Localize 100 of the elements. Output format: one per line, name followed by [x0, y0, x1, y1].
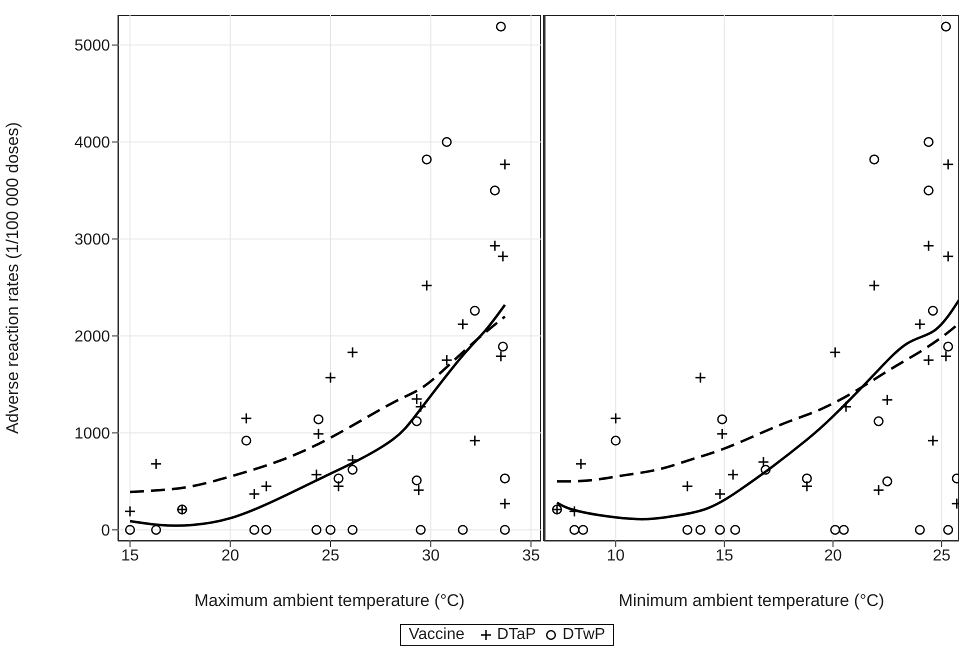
x-axis-title: Maximum ambient temperature (°C) — [194, 591, 465, 610]
point — [312, 428, 324, 440]
y-tick-label: 2000 — [74, 328, 110, 346]
point — [727, 468, 739, 480]
point — [801, 480, 813, 492]
point — [496, 22, 506, 32]
x-tick-label: 10 — [606, 547, 625, 564]
x-tick-label: 25 — [322, 547, 340, 564]
point — [943, 342, 954, 352]
point — [840, 400, 852, 412]
point — [346, 346, 358, 358]
point — [874, 416, 884, 426]
point — [151, 524, 162, 535]
point — [261, 524, 272, 535]
point — [457, 318, 469, 330]
point — [490, 185, 500, 196]
point — [940, 22, 951, 32]
x-axis-title: Minimum ambient temperature (°C) — [618, 591, 884, 610]
point — [714, 488, 726, 500]
point — [416, 524, 426, 535]
point — [498, 342, 508, 352]
point — [695, 524, 706, 535]
point — [458, 524, 468, 535]
point — [760, 464, 771, 475]
point — [311, 524, 322, 535]
point — [942, 158, 954, 170]
point — [868, 280, 880, 292]
point — [610, 412, 622, 424]
point — [469, 434, 481, 446]
point — [924, 137, 934, 148]
point — [495, 350, 507, 362]
point — [260, 480, 272, 492]
point — [578, 524, 588, 535]
point — [124, 506, 136, 518]
y-tick-label: 0 — [101, 522, 110, 540]
x-tick-label: 15 — [121, 547, 140, 564]
point — [942, 250, 954, 262]
point — [441, 354, 453, 366]
y-tick-label: 5000 — [74, 38, 110, 55]
point — [150, 458, 162, 470]
point — [940, 350, 952, 362]
point — [470, 306, 480, 316]
point — [730, 524, 740, 535]
point — [802, 473, 812, 484]
legend-title: Vaccine — [408, 626, 465, 643]
point — [924, 185, 934, 196]
point — [348, 524, 358, 535]
point — [249, 524, 260, 535]
point — [914, 318, 926, 330]
x-tick-label: 25 — [932, 547, 951, 564]
point — [575, 458, 587, 470]
point — [758, 456, 770, 468]
y-tick-label: 4000 — [74, 134, 110, 152]
point — [348, 464, 358, 475]
point — [882, 394, 894, 406]
point — [334, 473, 344, 484]
point — [922, 354, 934, 366]
point — [551, 504, 563, 516]
point — [248, 488, 260, 500]
legend-label: DTwP — [562, 626, 606, 643]
point — [332, 480, 344, 492]
point — [922, 240, 934, 252]
point — [927, 434, 939, 446]
point — [412, 416, 422, 426]
point — [326, 524, 336, 535]
point — [694, 372, 706, 384]
point — [610, 436, 621, 446]
x-tick-label: 35 — [522, 547, 540, 564]
point — [872, 484, 884, 496]
point — [838, 524, 849, 535]
point — [830, 524, 840, 535]
point — [682, 524, 692, 535]
x-tick-label: 20 — [221, 547, 240, 564]
point — [125, 524, 136, 535]
point — [716, 428, 728, 440]
point — [714, 524, 725, 535]
point — [412, 484, 424, 496]
point — [499, 158, 511, 170]
x-tick-label: 20 — [824, 547, 842, 564]
point — [420, 280, 432, 292]
point — [442, 137, 452, 148]
point — [324, 372, 336, 384]
point — [882, 476, 892, 486]
point — [346, 454, 358, 466]
point — [500, 473, 510, 484]
point — [412, 475, 422, 486]
y-tick-label: 1000 — [74, 426, 110, 443]
point — [240, 412, 252, 424]
point — [928, 306, 938, 316]
y-tick-label: 3000 — [74, 232, 110, 249]
point — [177, 504, 188, 514]
point — [313, 414, 324, 424]
point — [500, 524, 510, 535]
x-tick-label: 30 — [422, 547, 440, 564]
point — [241, 436, 252, 446]
point — [422, 154, 432, 164]
point — [869, 154, 880, 164]
point — [489, 240, 501, 252]
point — [717, 414, 728, 424]
point — [943, 524, 954, 535]
